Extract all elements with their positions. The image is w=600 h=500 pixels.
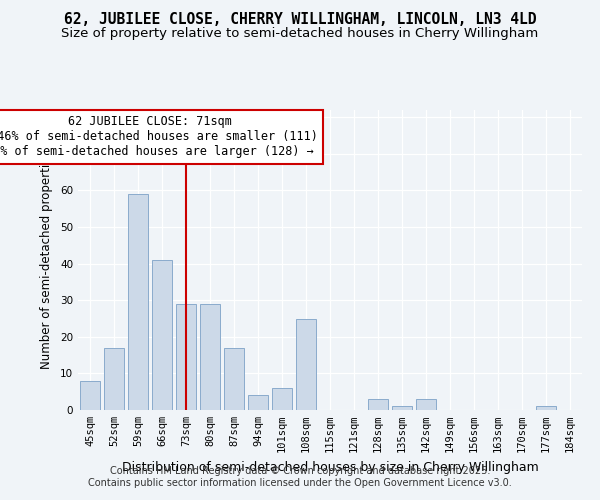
X-axis label: Distribution of semi-detached houses by size in Cherry Willingham: Distribution of semi-detached houses by … <box>122 460 538 473</box>
Bar <box>128 194 148 410</box>
Bar <box>368 399 388 410</box>
Text: 62, JUBILEE CLOSE, CHERRY WILLINGHAM, LINCOLN, LN3 4LD: 62, JUBILEE CLOSE, CHERRY WILLINGHAM, LI… <box>64 12 536 28</box>
Bar <box>224 348 244 410</box>
Bar <box>80 380 100 410</box>
Bar <box>536 406 556 410</box>
Text: Size of property relative to semi-detached houses in Cherry Willingham: Size of property relative to semi-detach… <box>61 28 539 40</box>
Bar <box>248 396 268 410</box>
Bar <box>200 304 220 410</box>
Text: 62 JUBILEE CLOSE: 71sqm
← 46% of semi-detached houses are smaller (111)
53% of s: 62 JUBILEE CLOSE: 71sqm ← 46% of semi-de… <box>0 116 317 158</box>
Text: Contains HM Land Registry data © Crown copyright and database right 2025.
Contai: Contains HM Land Registry data © Crown c… <box>88 466 512 487</box>
Bar <box>272 388 292 410</box>
Bar <box>296 318 316 410</box>
Bar <box>152 260 172 410</box>
Bar <box>104 348 124 410</box>
Bar <box>176 304 196 410</box>
Bar <box>416 399 436 410</box>
Bar <box>392 406 412 410</box>
Y-axis label: Number of semi-detached properties: Number of semi-detached properties <box>40 150 53 370</box>
